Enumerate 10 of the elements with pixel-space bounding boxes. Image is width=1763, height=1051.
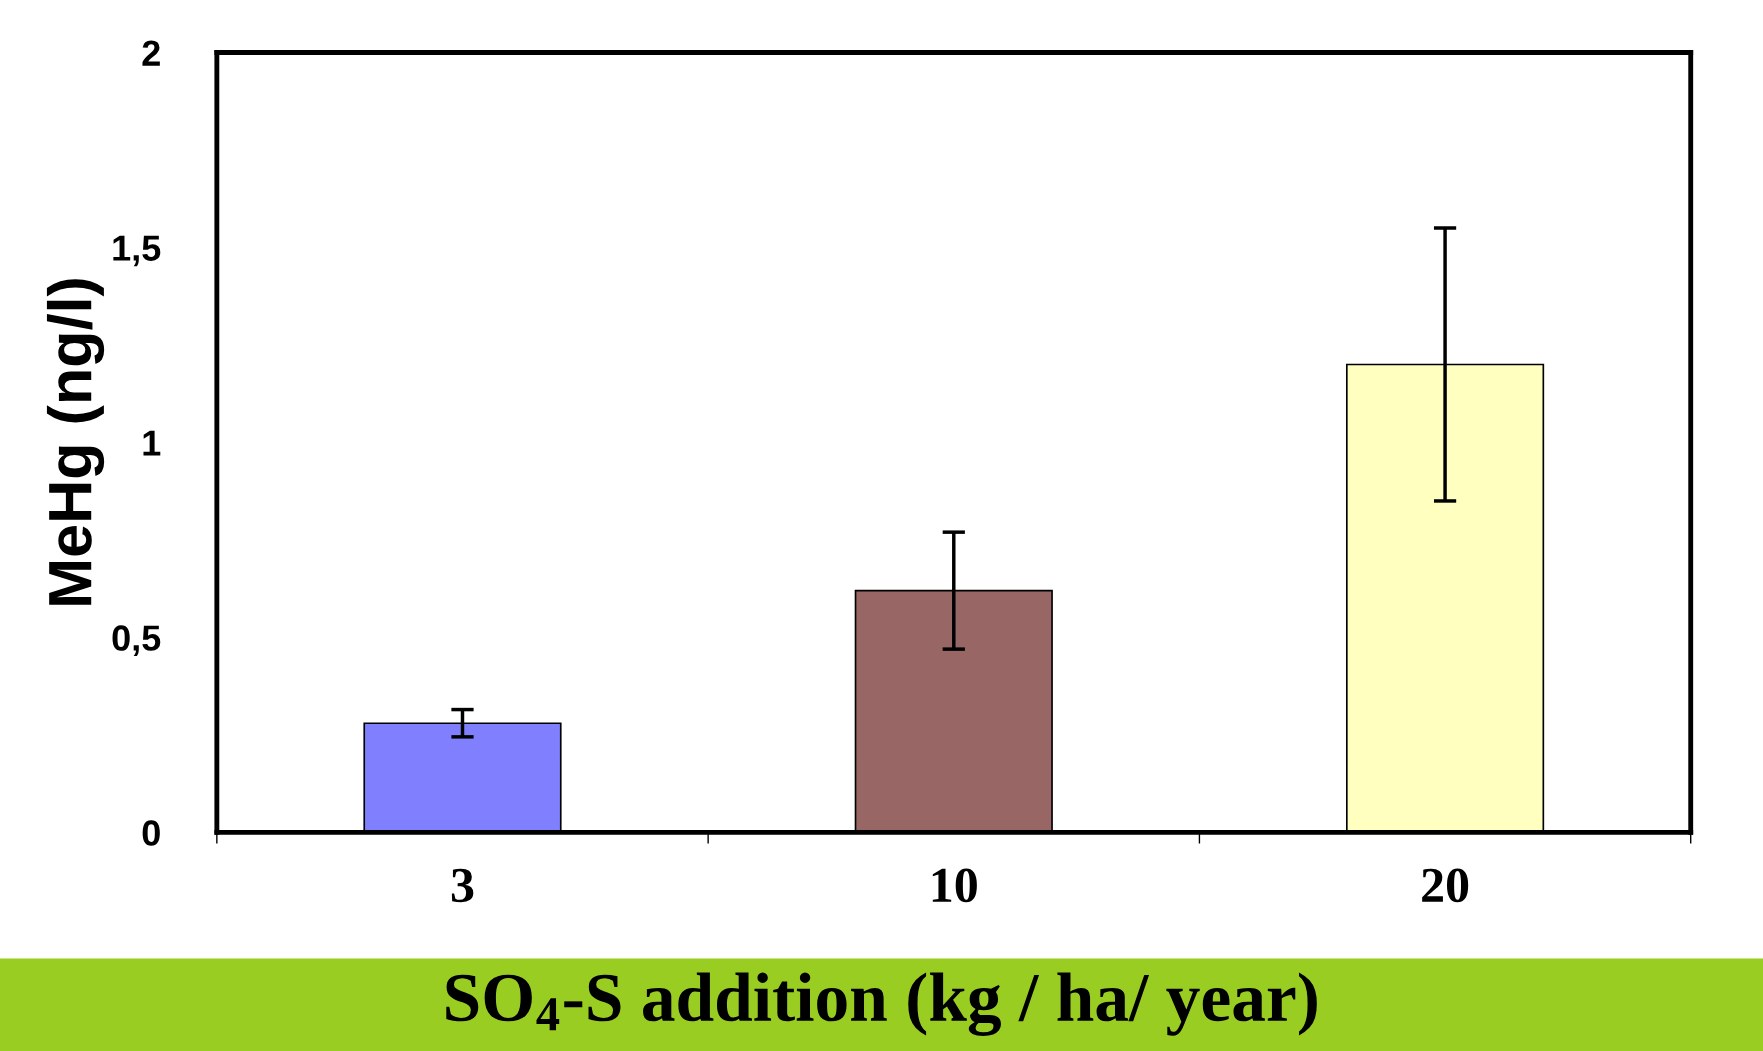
x-tick-label: 20	[1422, 868, 1469, 903]
y-tick-label: 1	[143, 430, 161, 456]
y-tick-label: 1,5	[113, 235, 161, 267]
y-tick-label: 0,5	[112, 625, 161, 657]
x-axis-title: SO$_{4}$-S addition (kg / ha/ year)	[446, 972, 1317, 1036]
x-tick-label: 3	[451, 868, 474, 903]
y-tick-label: 0	[142, 820, 160, 846]
y-tick-label: 2	[142, 40, 160, 66]
y-axis-title: MeHg (ng/l)	[46, 279, 105, 605]
x-tick-label: 10	[932, 868, 977, 903]
